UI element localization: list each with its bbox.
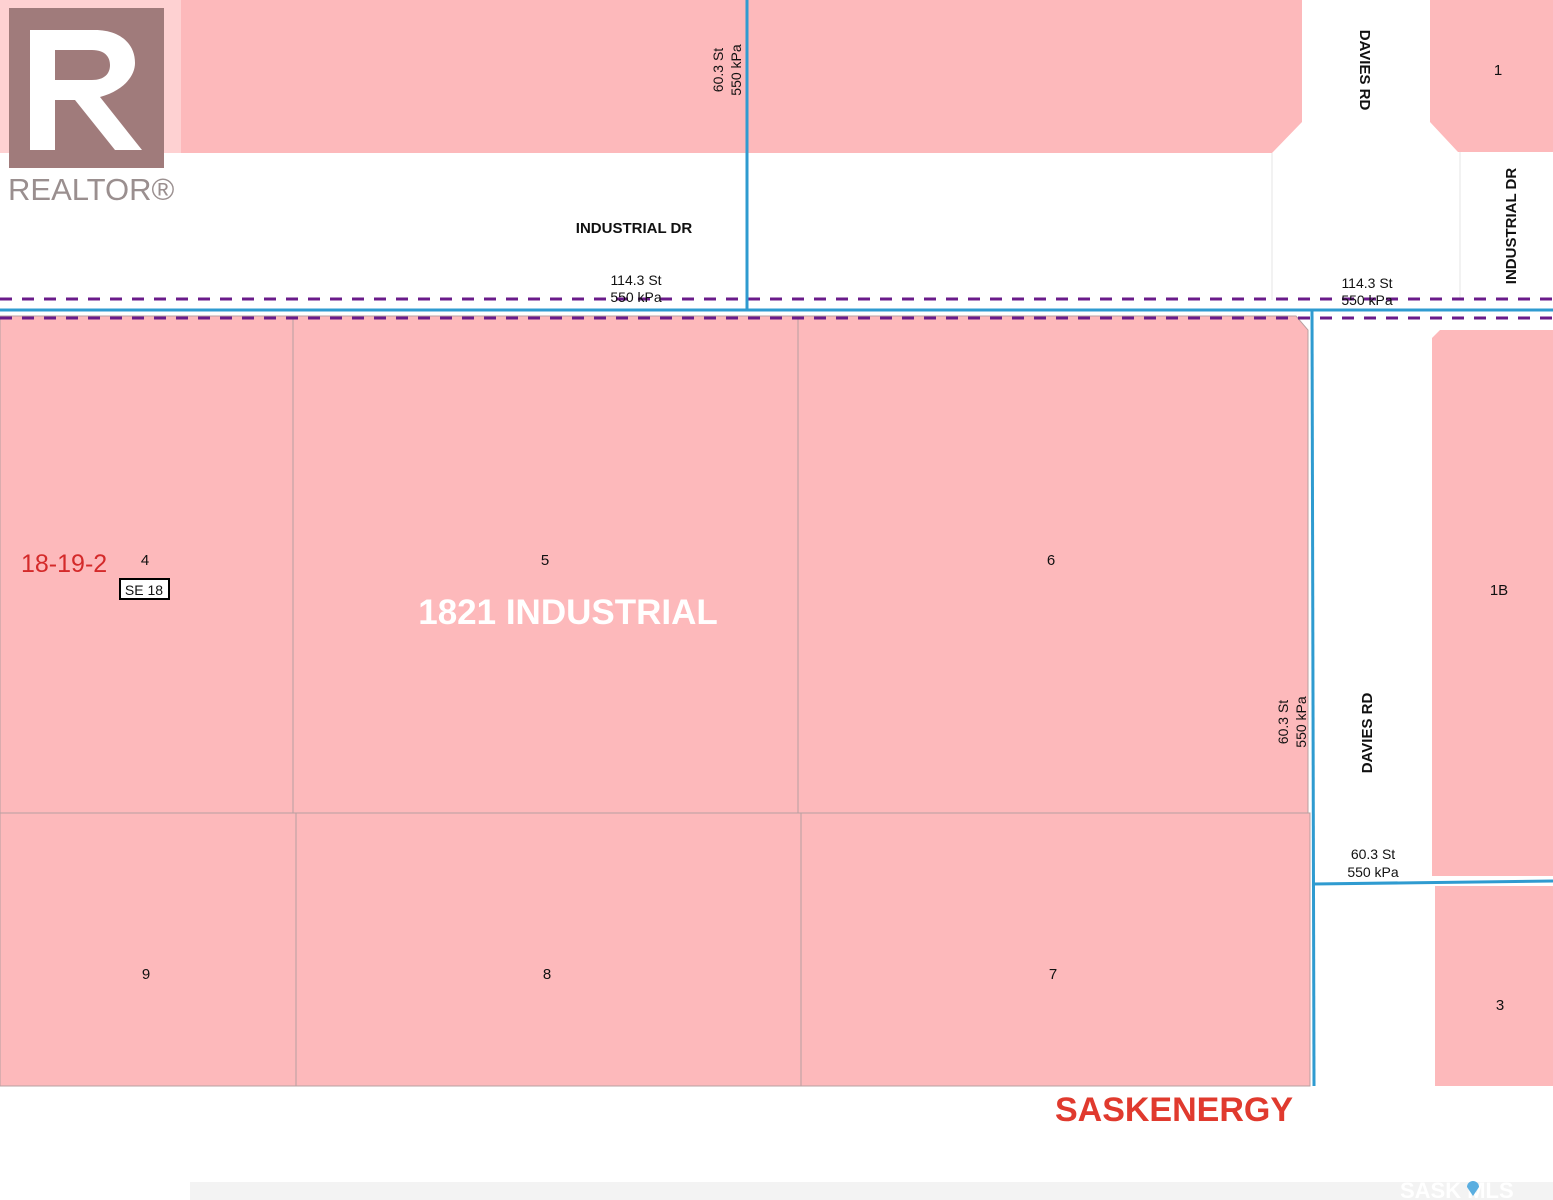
lot-number-9: 9	[142, 966, 150, 983]
pipeline-east-branch	[1312, 879, 1553, 886]
quarter-tag-box	[119, 578, 170, 600]
parcel-lot-9	[0, 812, 297, 1087]
pipe-label-main-right-line2: 550 kPa	[1341, 292, 1393, 308]
parcel-lot-6	[797, 315, 1309, 814]
pipe-label-davies-line1: 60.3 St	[1275, 700, 1291, 744]
parcel-lot-1	[1430, 0, 1553, 152]
sask-mls-watermark: SASK MLS	[1400, 1178, 1514, 1200]
lot-number-8: 8	[543, 966, 551, 983]
pipe-label-davies-line2: 550 kPa	[1293, 696, 1309, 748]
property-label: 1821 INDUSTRIAL	[418, 593, 718, 632]
realtor-logo: REALTOR®	[0, 0, 181, 210]
parcel-lot-3	[1435, 886, 1553, 1086]
svg-text:REALTOR®: REALTOR®	[8, 172, 175, 207]
parcel-top-band	[0, 0, 1302, 153]
parcel-lot-4	[0, 315, 294, 814]
parcel-lot-8	[295, 812, 802, 1087]
parcel-lot-1b	[1432, 330, 1553, 876]
pipe-label-top-line1: 60.3 St	[710, 48, 726, 92]
pipe-label-east-line1: 60.3 St	[1351, 846, 1395, 862]
lot-number-4: 4	[141, 552, 149, 569]
road-label-davies-rd-top: DAVIES RD	[1356, 30, 1373, 111]
map-pin-icon	[1467, 1181, 1479, 1196]
pipeline-davies-vertical	[1310, 309, 1316, 1087]
lot-number-6: 6	[1047, 552, 1055, 569]
lot-number-3: 3	[1496, 997, 1504, 1014]
road-label-industrial-dr: INDUSTRIAL DR	[576, 220, 693, 237]
legal-land-label: 18-19-2	[21, 550, 107, 578]
company-label: SASKENERGY	[1055, 1091, 1293, 1129]
parcel-lot-7	[800, 812, 1311, 1087]
parcel-lot-5	[292, 315, 799, 814]
pipe-label-top-line2: 550 kPa	[728, 44, 744, 96]
pipe-label-main-left-line2: 550 kPa	[610, 289, 662, 305]
pipe-label-main-left-line1: 114.3 St	[610, 272, 661, 288]
lot-number-1b: 1B	[1490, 582, 1508, 599]
pipe-label-main-right-line1: 114.3 St	[1341, 275, 1392, 291]
road-label-davies-rd: DAVIES RD	[1359, 693, 1376, 774]
lot-number-7: 7	[1049, 966, 1057, 983]
lot-number-1: 1	[1494, 62, 1502, 79]
lot-number-5: 5	[541, 552, 549, 569]
quarter-tag: SE 18	[125, 582, 163, 598]
pipe-label-east-line2: 550 kPa	[1347, 864, 1399, 880]
road-label-industrial-dr-vertical: INDUSTRIAL DR	[1503, 168, 1520, 285]
